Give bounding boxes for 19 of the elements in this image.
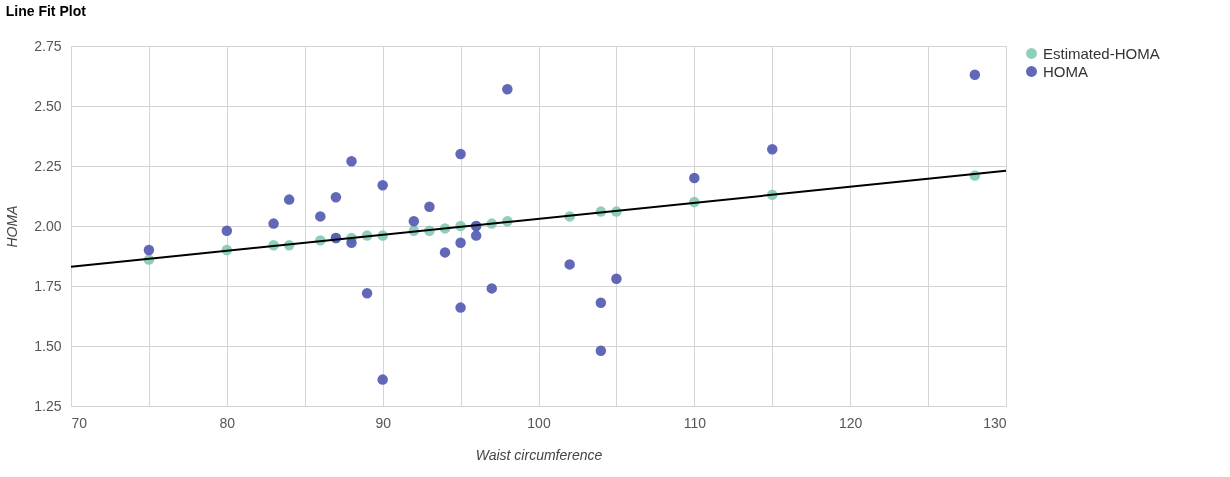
y-axis-title: HOMA [4,205,21,248]
x-tick-label: 70 [71,414,88,431]
x-axis-title: Waist circumference [475,446,603,463]
x-tick-label: 90 [375,414,392,431]
y-tick-label: 2.25 [34,157,62,174]
y-tick-label: 1.75 [34,277,62,294]
y-tick-label: 2.75 [34,37,62,54]
y-tick-label: 1.25 [34,397,62,414]
y-tick-label: 1.50 [34,337,62,354]
x-tick-label: 130 [983,414,1007,431]
y-tick-label: 2.50 [34,97,62,114]
y-tick-label: 2.00 [34,217,62,234]
chart-title: Line Fit Plot [5,3,87,19]
x-tick-label: 100 [527,414,551,431]
x-tick-label: 120 [838,414,863,431]
legend-label: Estimated-HOMA [1043,44,1160,62]
legend-label: HOMA [1043,62,1088,80]
x-tick-label: 110 [683,414,707,431]
x-tick-label: 80 [219,414,236,431]
